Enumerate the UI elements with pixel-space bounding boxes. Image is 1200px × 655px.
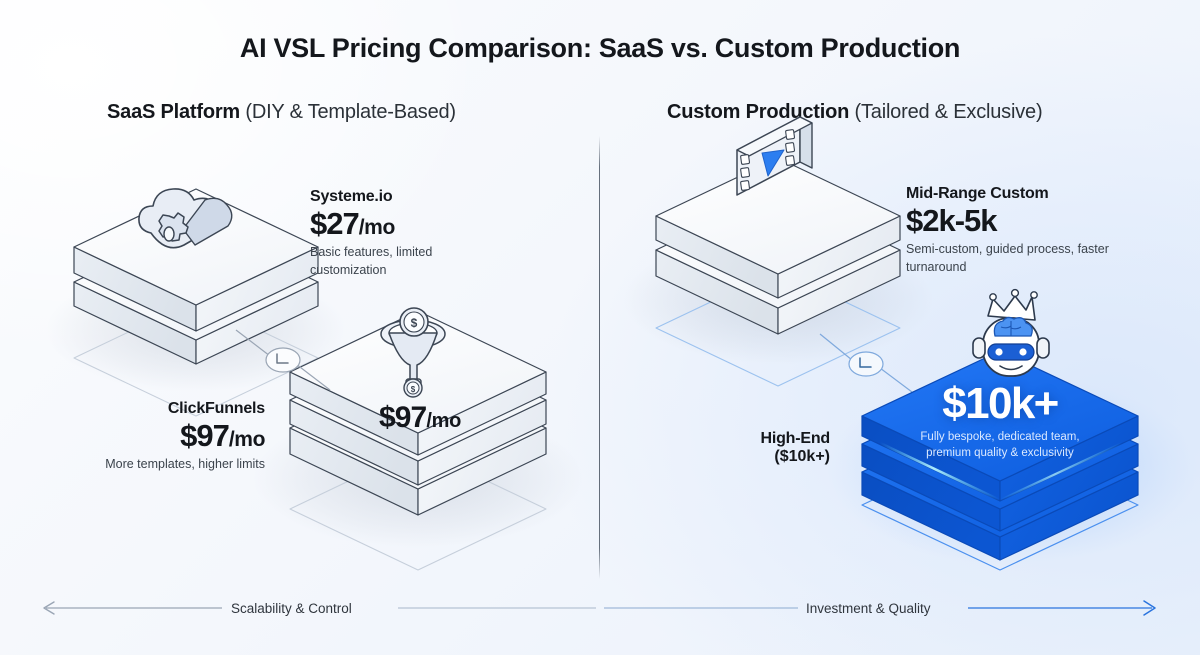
tier-block-highend: High-End ($10k+): [700, 430, 831, 466]
tier-name-clickfunnels: ClickFunnels: [167, 400, 265, 417]
section-header-custom-regular: (Tailored & Exclusive): [854, 101, 1043, 123]
axis-label-scalability: Scalability & Control: [231, 601, 352, 616]
arrow-right-icon: [1143, 600, 1156, 616]
tier-price-clickfunnels: $97/mo: [95, 419, 265, 452]
tier-block-midrange: Mid-Range Custom $2k-5k Semi-custom, gui…: [906, 185, 1121, 277]
arrow-left-icon: [43, 601, 55, 615]
section-header-saas-bold: SaaS Platform: [107, 101, 241, 123]
crowned-robot-icon: [972, 288, 1050, 377]
tier-desc-midrange: Semi-custom, guided process, faster turn…: [906, 242, 1109, 275]
base-outline-clickfunnels: [289, 447, 547, 571]
axis-left: [43, 601, 596, 615]
glow-edge-right: [999, 442, 1123, 501]
tier-price-clickfunnels-unit: /mo: [228, 428, 266, 451]
tier-price-systeme-unit: /mo: [358, 216, 396, 239]
section-divider: [599, 136, 600, 579]
connector-right: [819, 333, 913, 393]
box-price-clickfunnels-unit: /mo: [426, 410, 462, 432]
platform-midrange: [655, 157, 901, 387]
tier-name-highend: High-End: [760, 430, 831, 447]
base-outline-midrange: [655, 269, 901, 387]
box-price-clickfunnels-main: $97: [378, 401, 427, 434]
section-header-saas-regular: (DIY & Template-Based): [245, 101, 456, 123]
tier-block-systeme: Systeme.io $27/mo Basic features, limite…: [310, 188, 510, 280]
glow-edge-left: [879, 441, 1001, 502]
axis-label-investment: Investment & Quality: [806, 601, 931, 616]
tier-price-systeme: $27/mo: [310, 207, 510, 240]
axis-right: [604, 600, 1156, 616]
box-price-highend-value: $10k+: [942, 379, 1059, 428]
tier-price-systeme-main: $27: [310, 206, 360, 241]
tier-block-clickfunnels: ClickFunnels $97/mo More templates, high…: [95, 400, 265, 474]
tier-price-midrange: $2k-5k: [906, 203, 998, 238]
section-header-saas: SaaS Platform (DIY & Template-Based): [107, 101, 456, 124]
platform-clickfunnels: [289, 310, 547, 571]
svg-text:$: $: [411, 385, 416, 394]
connector-left: [235, 329, 331, 391]
box-price-highend: $10k+ Fully bespoke, dedicated team, pre…: [905, 382, 1095, 461]
base-outline-systeme: [73, 299, 319, 417]
tier-name-systeme: Systeme.io: [310, 188, 393, 205]
tier-desc-clickfunnels: More templates, higher limits: [105, 457, 265, 472]
svg-text:$: $: [411, 316, 418, 330]
tier-price-clickfunnels-main: $97: [180, 418, 230, 453]
film-play-icon: [736, 116, 813, 196]
platform-systeme: [73, 188, 319, 417]
box-desc-highend: Fully bespoke, dedicated team, premium q…: [920, 431, 1080, 459]
tier-name-midrange: Mid-Range Custom: [906, 185, 1049, 202]
section-header-custom: Custom Production (Tailored & Exclusive): [667, 101, 1043, 124]
cloud-gear-icon: [138, 188, 233, 249]
funnel-coins-icon: $ $: [380, 307, 446, 398]
box-price-clickfunnels: $97/mo: [330, 401, 510, 435]
tier-name-highend-line2: ($10k+): [774, 448, 830, 465]
connector-node-right: [848, 351, 884, 377]
page-title: AI VSL Pricing Comparison: SaaS vs. Cust…: [239, 33, 961, 63]
section-header-custom-bold: Custom Production: [667, 101, 850, 123]
tier-desc-systeme: Basic features, limited customization: [310, 245, 433, 278]
connector-node-left: [265, 347, 301, 373]
platform-highend: [861, 350, 1139, 571]
